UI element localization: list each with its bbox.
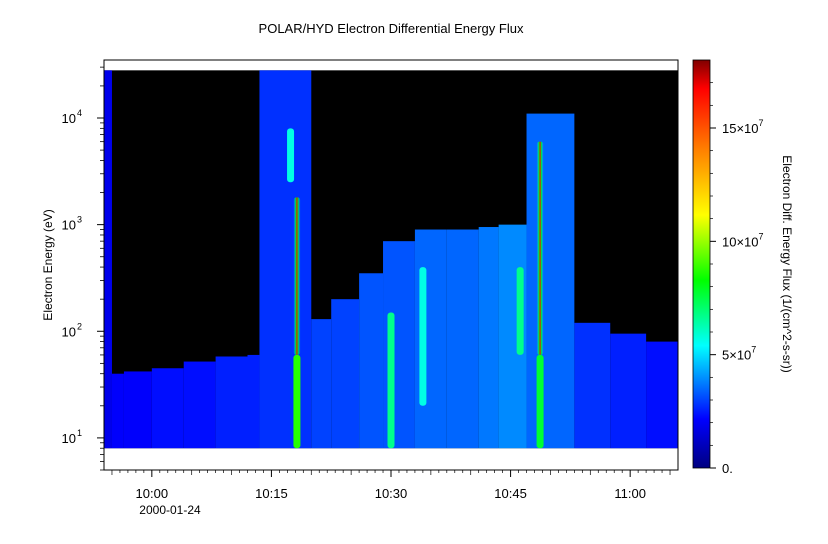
colorbar-tick-label: 0.	[722, 461, 733, 476]
flux-hotspot	[293, 354, 301, 449]
flux-segment	[311, 319, 332, 449]
flux-segment	[478, 227, 499, 449]
y-tick-label: 10	[62, 431, 76, 446]
flux-segment	[111, 373, 124, 449]
x-tick-label: 10:45	[494, 486, 527, 501]
flux-segment	[331, 299, 360, 449]
flux-segment	[574, 322, 611, 449]
x-axis: 10:00 10:15 10:30 10:45 11:00	[111, 470, 671, 501]
colorbar-tick-label: 15×10	[722, 121, 759, 136]
flux-hotspot	[516, 267, 524, 355]
flux-segment	[610, 333, 647, 449]
x-tick-label: 10:00	[136, 486, 169, 501]
x-tick-label: 10:15	[255, 486, 288, 501]
y-tick-exponent: 1	[77, 428, 82, 438]
colorbar-tick-label: 5×10	[722, 348, 751, 363]
y-tick-label: 10	[62, 218, 76, 233]
flux-segment	[259, 70, 312, 449]
flux-segment	[123, 371, 152, 449]
colorbar: 0.5×10 710×10 715×10 7	[692, 59, 764, 476]
colorbar-tick-exponent: 7	[759, 231, 764, 241]
flux-segment	[646, 341, 678, 449]
flux-segment	[104, 70, 112, 449]
x-tick-label: 11:00	[614, 486, 646, 501]
x-date-label: 2000-01-24	[139, 503, 201, 517]
colorbar-tick-exponent: 7	[759, 118, 764, 128]
colorbar-label: Electron Diff. Energy Flux (1/(cm^2-s-sr…	[780, 155, 794, 372]
x-tick-label: 10:30	[375, 486, 408, 501]
chart-title: POLAR/HYD Electron Differential Energy F…	[259, 21, 524, 36]
flux-hotspot	[536, 354, 544, 449]
colorbar-ticks: 0.5×10 710×10 715×10 7	[710, 82, 764, 476]
y-tick-exponent: 3	[77, 215, 82, 225]
flux-hotspots	[287, 128, 544, 449]
flux-hotspot	[387, 312, 395, 449]
colorbar-tick-label: 10×10	[722, 234, 759, 249]
plot-area	[103, 59, 679, 471]
flux-hotspot	[287, 128, 295, 183]
flux-segment	[446, 229, 479, 449]
y-tick-exponent: 2	[77, 321, 82, 331]
flux-hotspot	[419, 267, 427, 406]
colorbar-gradient	[692, 59, 711, 469]
flux-segment	[151, 368, 184, 449]
flux-segment	[183, 361, 216, 449]
y-axis-label: Electron Energy (eV)	[41, 209, 55, 320]
y-tick-label: 10	[62, 324, 76, 339]
flux-segment	[247, 354, 260, 449]
colorbar-tick-exponent: 7	[751, 345, 756, 355]
y-tick-exponent: 4	[77, 108, 82, 118]
flux-hotspot	[293, 197, 301, 355]
flux-segment	[359, 273, 384, 449]
flux-segment	[526, 113, 575, 449]
flux-segment	[215, 356, 248, 449]
y-tick-label: 10	[62, 111, 76, 126]
flux-hotspot	[536, 141, 544, 355]
